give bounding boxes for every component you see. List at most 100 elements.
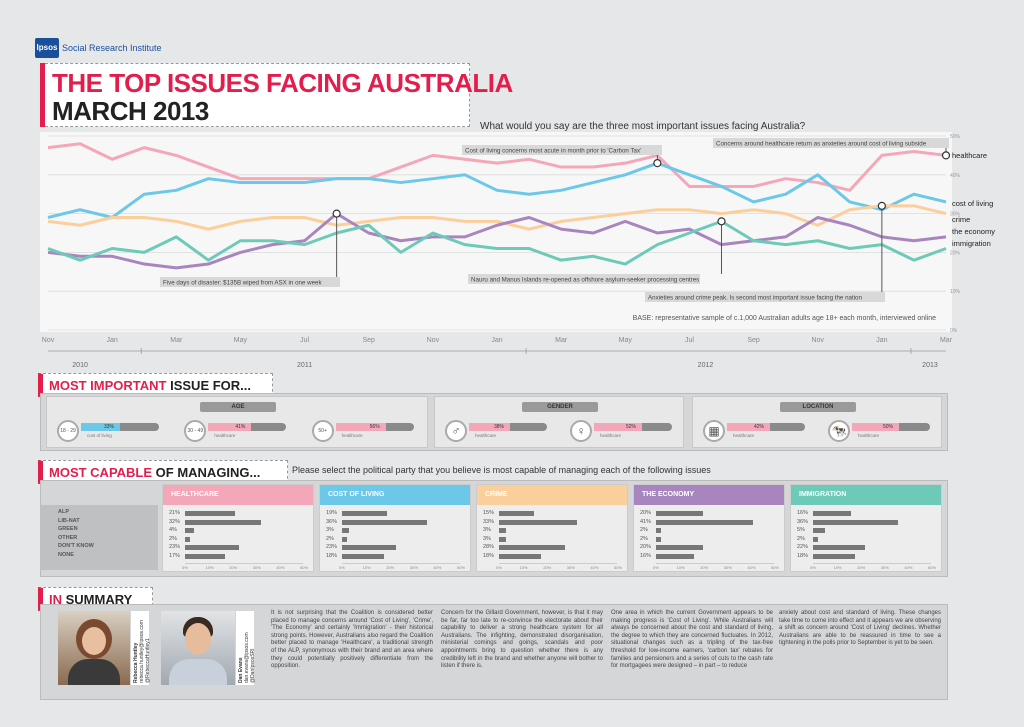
- capable-row: 18%: [797, 552, 935, 561]
- capable-bar: [342, 553, 385, 559]
- capable-bar: [813, 511, 851, 516]
- capable-value: 4%: [169, 527, 177, 534]
- series-label: healthcare: [952, 151, 987, 160]
- bar-fill: [727, 423, 770, 431]
- capable-axis-tick: 40%: [276, 564, 285, 570]
- bar-issue-label: healthcare: [214, 433, 236, 438]
- capable-axis-tick: 40%: [904, 564, 913, 570]
- summary-column-4: anxiety about cost and standard of livin…: [779, 610, 941, 647]
- capable-value: 41%: [640, 518, 652, 525]
- capable-row: 21%: [169, 509, 307, 518]
- capable-row: 20%: [640, 509, 778, 518]
- capable-axis-tick: 40%: [747, 564, 756, 570]
- bar-track: 50% healthcare: [852, 423, 930, 438]
- capable-bar: [656, 528, 661, 534]
- x-tick-label: May: [619, 337, 633, 344]
- series-label: immigration: [952, 239, 991, 248]
- capable-axis-tick: 0%: [182, 564, 188, 570]
- y-tick-label: 40%: [950, 173, 961, 179]
- capable-axis-tick: 30%: [723, 564, 732, 570]
- capable-axis-tick: 40%: [433, 564, 442, 570]
- capable-value: 20%: [640, 510, 652, 516]
- page-subtitle: MARCH 2013: [52, 96, 209, 126]
- capable-bar: [185, 519, 261, 525]
- capable-row: 3%: [483, 535, 621, 544]
- capable-axis-tick: 10%: [205, 564, 214, 570]
- capable-panel-the-economy: THE ECONOMY 20% 41% 2% 2% 20% 16% 0% 10% 20% 30% 40…: [633, 484, 785, 572]
- y-tick-label: 30%: [950, 212, 961, 218]
- capable-axis-tick: 50%: [457, 564, 466, 570]
- annotation-marker: [877, 201, 886, 210]
- capable-row: 2%: [640, 535, 778, 544]
- capable-bar: [499, 545, 566, 551]
- capable-value: 18%: [326, 552, 338, 559]
- x-tick-label: Mar: [940, 337, 953, 344]
- capable-value: 16%: [640, 552, 652, 559]
- capable-value: 3%: [326, 527, 334, 534]
- segment-icon: ♀: [570, 420, 592, 442]
- dan-handle[interactable]: @DanIpsosSRI: [250, 648, 256, 683]
- segment-icon: ▦: [703, 420, 725, 442]
- capable-row: 36%: [326, 518, 464, 527]
- capable-value: 2%: [169, 535, 177, 542]
- capable-axis-tick: 0%: [339, 564, 345, 570]
- party-label: OTHER: [58, 534, 78, 541]
- rebecca-handle[interactable]: @RebeccaHuntley1: [145, 638, 151, 683]
- group-label: GENDER: [522, 402, 598, 412]
- capable-bar: [185, 528, 195, 534]
- capable-row: 2%: [169, 535, 307, 544]
- capable-value: 3%: [483, 535, 491, 542]
- institute-name: Social Research Institute: [62, 43, 162, 53]
- x-tick-label: Sep: [747, 337, 760, 344]
- capable-value: 33%: [483, 518, 495, 525]
- capable-value: 2%: [640, 535, 648, 542]
- capable-bar: [499, 536, 507, 542]
- party-label: ALP: [58, 509, 69, 515]
- capable-value: 5%: [797, 527, 805, 534]
- capable-row: 4%: [169, 526, 307, 535]
- capable-axis-tick: 0%: [653, 564, 659, 570]
- capable-axis-tick: 20%: [386, 564, 395, 570]
- capable-panel-crime: CRIME 15% 33% 3% 3% 28% 18% 0% 10% 20% 30% 40% 50%: [476, 484, 628, 572]
- y-tick-label: 20%: [950, 250, 961, 256]
- summary-column-2: Concern for the Gillard Government, howe…: [441, 610, 603, 670]
- rebecca-contact: Rebecca Huntley rebecca.huntley@ipsos.co…: [131, 611, 151, 685]
- capable-value: 36%: [797, 518, 809, 525]
- capable-value: 32%: [169, 518, 181, 525]
- capable-axis-tick: 20%: [543, 564, 552, 570]
- year-label: 2010: [72, 362, 88, 369]
- capable-row: 33%: [483, 518, 621, 527]
- group-label: AGE: [200, 402, 276, 412]
- summary-column-3: One area in which the current Government…: [611, 610, 773, 670]
- annotation-box: [645, 292, 885, 302]
- capable-bar: [813, 519, 898, 525]
- party-label: GREEN: [58, 526, 78, 533]
- x-tick-label: Jan: [491, 337, 502, 344]
- year-label: 2012: [698, 362, 714, 369]
- capable-bar: [185, 545, 240, 551]
- series-line-crime: [47, 204, 947, 231]
- capable-bar: [656, 511, 704, 516]
- capable-panel-immigration: IMMIGRATION 16% 36% 5% 2% 22% 18% 0% 10% 20% 30% 40…: [790, 484, 942, 572]
- bar-fill: [594, 423, 642, 431]
- capable-row: 18%: [483, 552, 621, 561]
- capable-bar: [813, 553, 856, 559]
- capable-value: 28%: [483, 544, 495, 551]
- capable-axis-tick: 10%: [676, 564, 685, 570]
- capable-axis-tick: 50%: [928, 564, 937, 570]
- capable-axis: 0% 10% 20% 30% 40% 50%: [653, 562, 779, 571]
- bar-value: 56%: [369, 424, 380, 430]
- capable-panel-healthcare: HEALTHCARE 21% 32% 4% 2% 23% 17% 0% 10% 20% 30% 40%…: [162, 484, 314, 572]
- series-label: cost of living: [952, 199, 993, 208]
- capable-value: 19%: [326, 510, 338, 516]
- bar-issue-label: healthcare: [858, 433, 880, 438]
- capable-bar: [342, 545, 397, 551]
- capable-axis-tick: 30%: [880, 564, 889, 570]
- annotation-box: [160, 277, 340, 287]
- annotation-text: Nauru and Manus Islands re-opened as off…: [471, 277, 699, 284]
- x-tick-label: Jan: [106, 337, 117, 344]
- capable-value: 16%: [797, 510, 809, 516]
- capable-bar: [656, 553, 694, 559]
- annotation-marker: [717, 217, 726, 226]
- series-label: the economy: [952, 227, 995, 236]
